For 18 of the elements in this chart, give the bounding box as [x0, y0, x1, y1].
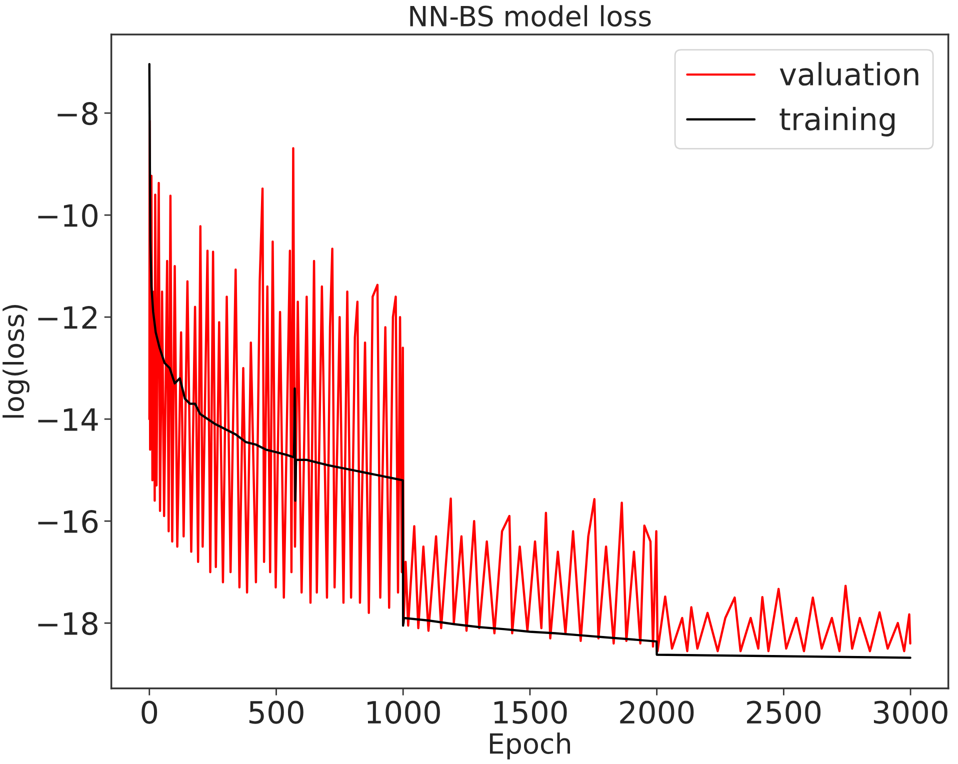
x-tick-label: 1500	[494, 700, 567, 724]
y-tick-label: −18	[38, 612, 98, 636]
x-tick-label: 2500	[747, 700, 821, 724]
x-tick-label: 1000	[368, 700, 440, 724]
y-axis-title: log(loss)	[2, 305, 30, 418]
y-tick-label: −12	[38, 306, 96, 329]
x-axis-title: Epoch	[490, 732, 570, 760]
x-tick-label: 3000	[874, 700, 948, 724]
legend-label: valuation	[780, 62, 918, 86]
y-tick-label: −16	[38, 510, 98, 534]
y-tick-label: −10	[38, 204, 98, 228]
chart-title: NN-BS model loss	[410, 5, 651, 27]
x-tick-label: 500	[249, 700, 304, 724]
y-tick-label: −14	[38, 408, 98, 431]
x-tick-label: 2000	[620, 700, 694, 724]
legend-label: training	[780, 106, 895, 136]
x-tick-label: 0	[142, 700, 158, 724]
y-tick-label: −8	[58, 102, 98, 126]
